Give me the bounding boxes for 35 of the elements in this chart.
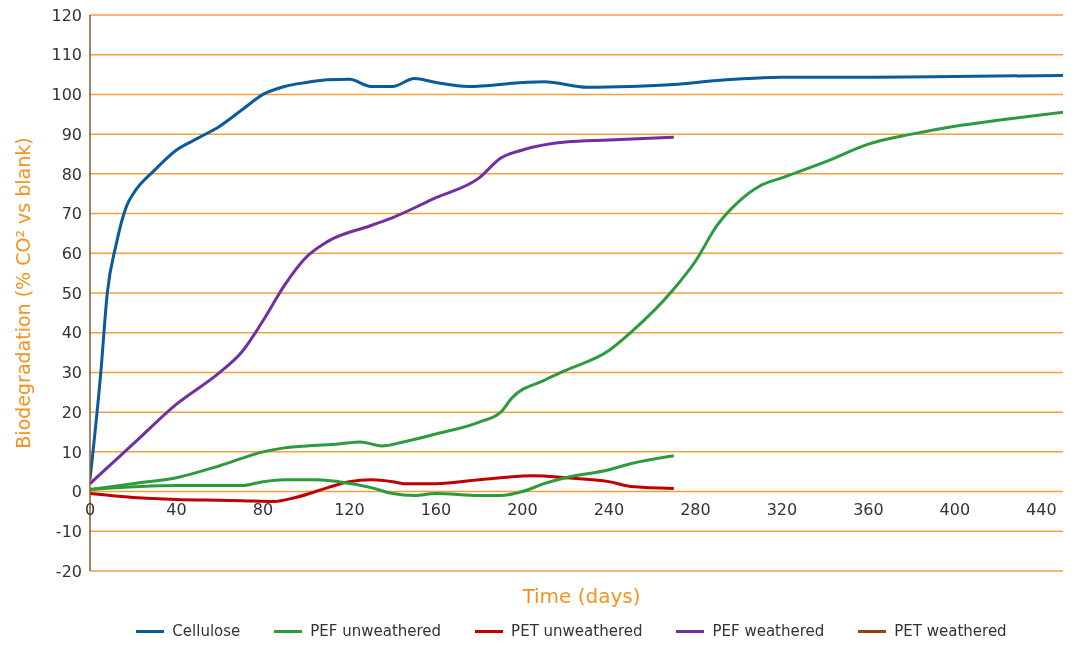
y-tick-label: 50	[61, 283, 82, 303]
y-tick-label: 70	[61, 204, 82, 224]
x-tick-label: 200	[507, 500, 538, 520]
y-tick-label: 80	[61, 164, 82, 184]
legend-label: PET unweathered	[511, 622, 643, 640]
y-tick-label: 110	[51, 45, 82, 65]
y-tick-label: 0	[71, 482, 82, 502]
x-tick-label: 360	[853, 500, 884, 520]
x-tick-label: 400	[939, 500, 971, 520]
y-tick-label: 120	[51, 5, 82, 25]
x-tick-label: 320	[766, 500, 798, 520]
legend-label: PET weathered	[894, 622, 1007, 640]
x-tick-label: 440	[1026, 500, 1057, 520]
x-tick-label: 160	[420, 500, 452, 520]
y-tick-label: 10	[61, 442, 82, 462]
y-tick-label: -20	[55, 561, 82, 581]
y-tick-label: -10	[55, 521, 82, 541]
legend-label: PEF weathered	[712, 622, 825, 640]
legend-label: Cellulose	[172, 622, 241, 640]
y-axis-title: Biodegradation (% CO² vs blank)	[11, 137, 34, 449]
y-tick-label: 20	[61, 402, 82, 422]
x-tick-label: 40	[166, 500, 187, 520]
y-tick-label: 90	[61, 124, 82, 144]
y-tick-label: 40	[61, 323, 82, 343]
line-series	[90, 474, 676, 503]
x-tick-label: 280	[680, 500, 711, 520]
y-tick-label: 30	[61, 363, 82, 383]
y-tick-label: 60	[61, 243, 82, 263]
line-series	[90, 135, 676, 486]
y-tick-label: 100	[51, 85, 82, 105]
x-axis-title: Time (days)	[521, 584, 642, 608]
x-tick-label: 120	[334, 500, 365, 520]
x-tick-label: 80	[252, 500, 274, 520]
x-tick-label: 240	[593, 500, 625, 520]
legend-label: PEF unweathered	[310, 622, 442, 640]
